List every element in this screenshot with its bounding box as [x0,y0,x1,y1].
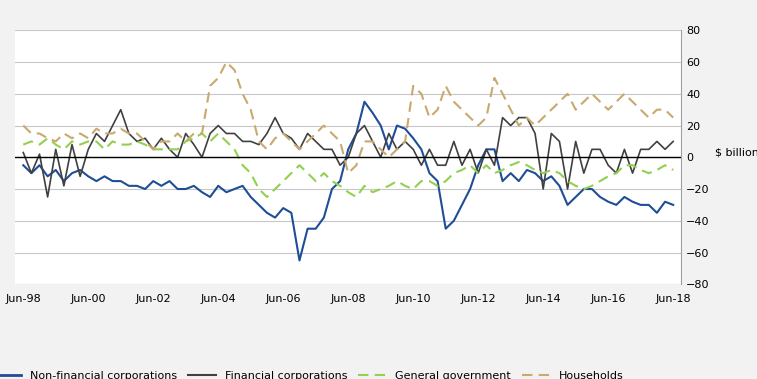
General government [263,195,272,199]
Non-financial corporations [392,123,401,128]
Legend: Non-financial corporations, Financial corporations, General government, Househol: Non-financial corporations, Financial co… [0,366,628,379]
Line: General government: General government [23,133,673,197]
Non-financial corporations [441,226,450,231]
General government [563,179,572,183]
Non-financial corporations [514,179,523,183]
General government [596,179,605,183]
Financial corporations [514,115,523,120]
Non-financial corporations [563,203,572,207]
Households [344,171,353,175]
Y-axis label: $ billions: $ billions [715,147,757,157]
Line: Financial corporations: Financial corporations [23,110,673,197]
Non-financial corporations [596,195,605,199]
Non-financial corporations [668,203,678,207]
Financial corporations [620,147,629,152]
Households [514,123,523,128]
Households [441,84,450,88]
Line: Households: Households [23,62,673,173]
Financial corporations [596,147,605,152]
General government [198,131,207,136]
Line: Non-financial corporations: Non-financial corporations [23,102,673,260]
Non-financial corporations [620,195,629,199]
Households [620,92,629,96]
Financial corporations [668,139,678,144]
Households [19,123,28,128]
Financial corporations [563,187,572,191]
Non-financial corporations [360,99,369,104]
Households [392,147,401,152]
General government [392,179,401,183]
General government [19,143,28,147]
Financial corporations [392,147,401,152]
Financial corporations [117,107,126,112]
Financial corporations [19,150,28,155]
General government [441,179,450,183]
Non-financial corporations [19,163,28,168]
Financial corporations [441,163,450,168]
General government [514,160,523,164]
General government [668,168,678,172]
Households [668,115,678,120]
General government [620,163,629,168]
Households [222,60,231,64]
Non-financial corporations [295,258,304,263]
Households [563,92,572,96]
Households [596,99,605,104]
Financial corporations [43,195,52,199]
